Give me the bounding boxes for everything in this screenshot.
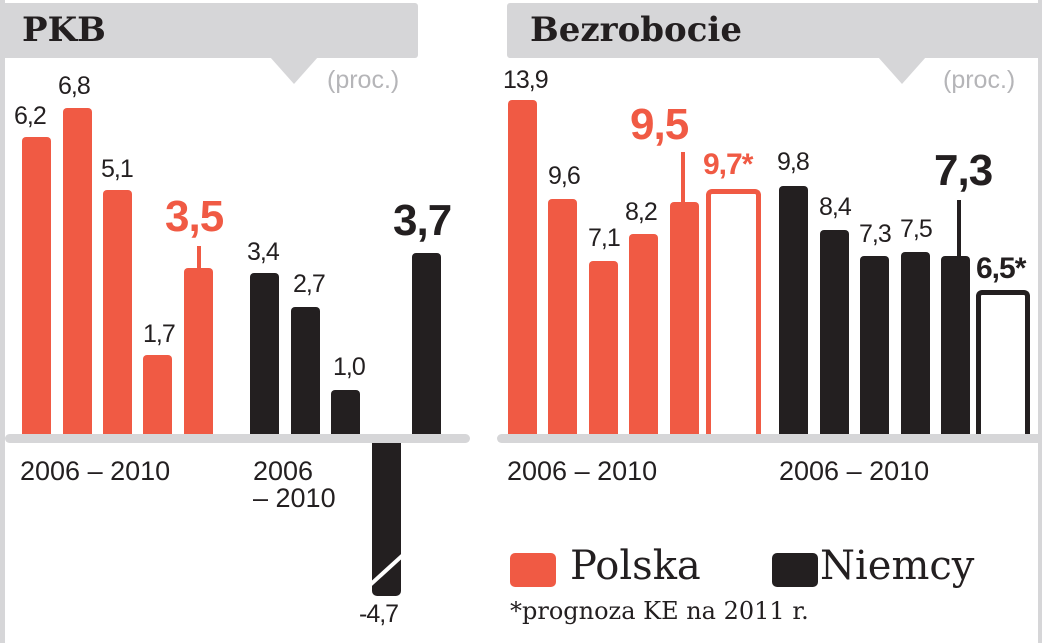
bezrobocie-niemcy-period-label: 2006 – 2010 (779, 456, 930, 486)
pkb-niemcy-period-line1: 2006 (253, 456, 314, 486)
bezrobocie-niemcy-label-2008: 7,3 (859, 220, 892, 248)
bezrobocie-niemcy-label-2007: 8,4 (819, 193, 852, 221)
bezrobocie-title: Bezrobocie (530, 10, 742, 50)
left-edge-strip (0, 0, 5, 643)
pkb-niemcy-label-2007: 2,7 (293, 270, 326, 298)
pkb-niemcy-bar-2010 (412, 253, 441, 436)
bezrobocie-niemcy-forecast-label: 6,5* (976, 252, 1026, 285)
pkb-polska-label-2008: 5,1 (101, 155, 134, 183)
pkb-polska-bar-2007 (63, 108, 92, 436)
pkb-niemcy-highlight-label: 3,7 (393, 196, 452, 245)
bezrobocie-niemcy-bar-2008 (860, 256, 889, 436)
bezrobocie-niemcy-label-2006: 9,8 (777, 148, 810, 176)
legend-niemcy-swatch (772, 553, 818, 587)
bezrobocie-polska-label-2007: 9,6 (548, 162, 581, 190)
legend-niemcy-label: Niemcy (820, 543, 975, 589)
bezrobocie-polska-label-2006: 13,9 (503, 66, 549, 94)
bezrobocie-niemcy-highlight-tick (957, 200, 961, 258)
pkb-polska-highlight-label: 3,5 (165, 192, 224, 241)
bezrobocie-niemcy-bar-2006 (779, 186, 808, 436)
pkb-niemcy-bar-2007 (291, 307, 320, 436)
pkb-polska-bar-2009 (143, 355, 172, 436)
pkb-header-pointer (270, 57, 318, 84)
footnote: *prognoza KE na 2011 r. (510, 597, 809, 625)
bezrobocie-polska-label-2008: 7,1 (588, 224, 621, 252)
bezrobocie-polska-bar-2006 (508, 100, 537, 436)
pkb-polska-label-2006: 6,2 (14, 102, 47, 130)
bezrobocie-header-pointer (878, 57, 926, 84)
pkb-niemcy-label-2006: 3,4 (247, 238, 280, 266)
right-edge-strip (1038, 0, 1042, 643)
bezrobocie-niemcy-bar-2009 (901, 252, 930, 436)
pkb-niemcy-label-2009: -4,7 (359, 600, 399, 628)
bezrobocie-polska-highlight-tick (681, 152, 685, 204)
bezrobocie-polska-period-label: 2006 – 2010 (507, 456, 658, 486)
pkb-polska-label-2009: 1,7 (143, 320, 176, 348)
legend-polska-swatch (510, 553, 556, 587)
pkb-title: PKB (22, 10, 106, 50)
bezrobocie-polska-highlight-label: 9,5 (630, 100, 689, 149)
pkb-polska-label-2007: 6,8 (58, 72, 91, 100)
pkb-niemcy-label-2008: 1,0 (333, 353, 366, 381)
bezrobocie-niemcy-highlight-label: 7,3 (934, 146, 993, 195)
pkb-unit: (proc.) (327, 66, 400, 94)
pkb-header (5, 3, 418, 58)
pkb-x-axis (5, 434, 470, 443)
legend-polska-label: Polska (570, 543, 701, 589)
bezrobocie-polska-label-2009: 8,2 (625, 198, 658, 226)
bezrobocie-niemcy-bar-2007 (820, 230, 849, 436)
pkb-polska-bar-2008 (103, 190, 132, 436)
pkb-niemcy-bar-2008 (331, 390, 360, 436)
pkb-niemcy-bar-2006 (250, 273, 279, 436)
pkb-polska-period-label: 2006 – 2010 (20, 456, 171, 486)
bezrobocie-niemcy-bar-2011-forecast (976, 290, 1030, 436)
pkb-niemcy-period-line2: – 2010 (253, 483, 336, 513)
bezrobocie-polska-forecast-label: 9,7* (703, 148, 753, 181)
bezrobocie-polska-bar-2009 (629, 234, 658, 436)
bezrobocie-polska-bar-2008 (589, 261, 618, 436)
bezrobocie-header (507, 3, 1038, 58)
pkb-polska-highlight-tick (197, 246, 201, 270)
bezrobocie-polska-bar-2011-forecast (706, 189, 761, 436)
break-mark-icon (372, 554, 401, 586)
bezrobocie-polska-bar-2007 (548, 199, 577, 436)
bezrobocie-niemcy-bar-2010 (941, 256, 970, 436)
bezrobocie-polska-bar-2010 (670, 202, 699, 436)
bezrobocie-unit: (proc.) (943, 66, 1016, 94)
bezrobocie-niemcy-label-2009: 7,5 (900, 215, 933, 243)
pkb-polska-bar-2006 (22, 137, 51, 436)
bezrobocie-x-axis (497, 434, 1042, 443)
pkb-polska-bar-2010 (184, 268, 213, 436)
pkb-niemcy-bar-2009-negative (372, 442, 401, 596)
